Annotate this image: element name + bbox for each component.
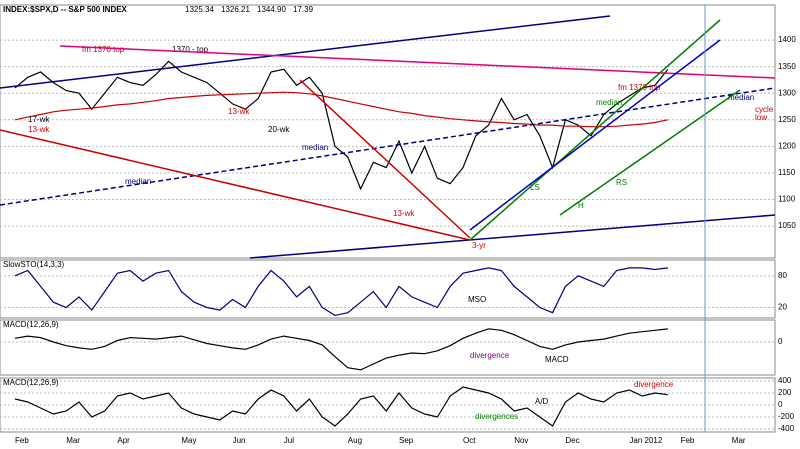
annotation: RS (616, 178, 627, 187)
annotation: divergences (475, 412, 518, 421)
x-tick-label: Dec (565, 436, 579, 445)
y-tick-label: 1300 (778, 88, 796, 97)
x-tick-label: Feb (15, 436, 29, 445)
header-value: 1326.21 (221, 5, 250, 14)
panel-title: MACD(12,26,9) (3, 320, 59, 329)
y-tick-label: 1050 (778, 221, 796, 230)
series-line (14, 267, 668, 317)
annotation: cycle (755, 105, 774, 114)
annotation: median (302, 143, 328, 152)
x-tick-label: Jan 2012 (629, 436, 662, 445)
panel-frame (0, 319, 776, 376)
panel-title: SlowSTO(14,3,3) (3, 260, 65, 269)
annotation: H (578, 201, 584, 210)
annotation: LS (530, 183, 540, 192)
y-tick-label: -200 (778, 412, 795, 421)
y-tick-label: 0 (778, 337, 783, 346)
annotation: fm 1370 top (618, 83, 661, 92)
trendline (559, 89, 741, 216)
x-tick-label: May (181, 436, 196, 445)
y-tick-label: 1250 (778, 115, 796, 124)
x-tick-label: Mar (66, 436, 80, 445)
annotation: MACD (545, 355, 569, 364)
annotation: median (596, 98, 622, 107)
header-value: 1344.90 (257, 5, 286, 14)
annotation: divergence (634, 380, 674, 389)
x-tick-label: Apr (117, 436, 130, 445)
trendline (469, 39, 721, 231)
annotation: median (125, 177, 151, 186)
annotation: 13-wk (393, 209, 415, 218)
x-tick-label: Feb (681, 436, 695, 445)
trendline (0, 15, 611, 89)
panel-frame (0, 259, 776, 319)
y-tick-label: 400 (778, 376, 792, 385)
y-tick-label: 200 (778, 388, 792, 397)
x-tick-label: Jul (284, 436, 294, 445)
header-value: 1325.34 (185, 5, 214, 14)
panel-title: INDEX:$SPX,D -- S&P 500 INDEX (3, 5, 128, 14)
y-tick-label: 80 (778, 271, 787, 280)
x-tick-label: Sep (399, 436, 414, 445)
annotation: 13-wk (28, 125, 50, 134)
trendline (59, 45, 776, 79)
x-tick-label: Jun (233, 436, 246, 445)
trendline (0, 129, 471, 241)
annotation: 17-wk (28, 115, 50, 124)
x-tick-label: Mar (732, 436, 746, 445)
y-tick-label: 20 (778, 303, 787, 312)
panel-frame (0, 4, 776, 259)
trendline (249, 214, 776, 259)
x-tick-label: Aug (348, 436, 362, 445)
trendlines (0, 5, 776, 432)
y-tick-label: 0 (778, 400, 783, 409)
y-tick-label: 1400 (778, 35, 796, 44)
annotation: 1370 - top (172, 45, 209, 54)
y-tick-label: 1100 (778, 195, 796, 204)
series-line (14, 91, 668, 128)
annotation: median (728, 93, 754, 102)
annotation: A/D (535, 397, 549, 406)
annotation: 20-wk (268, 125, 290, 134)
y-tick-label: 1200 (778, 141, 796, 150)
annotation: divergence (470, 351, 510, 360)
series-line (14, 328, 668, 371)
x-tick-label: Oct (463, 436, 476, 445)
trendline (0, 87, 776, 206)
y-tick-label: 1350 (778, 62, 796, 71)
x-tick-label: Nov (514, 436, 528, 445)
annotation: fm 1370 top (82, 45, 125, 54)
y-tick-label: -400 (778, 424, 795, 433)
panels: 1050 1100 1150 1200 1250 1300 1350 1400 INDEX:$S… (0, 4, 796, 445)
panel-title: MACD(12,26,9) (3, 378, 59, 387)
trendline (299, 79, 471, 239)
annotation: MSO (468, 295, 486, 304)
annotation: low (755, 113, 767, 122)
series-line (14, 60, 669, 191)
annotation: 13-wk (228, 107, 250, 116)
header-value: 17.39 (293, 5, 314, 14)
series-line (14, 386, 668, 427)
y-tick-label: 1150 (778, 168, 796, 177)
trendline (469, 19, 721, 241)
annotation: 3-yr (472, 241, 486, 250)
